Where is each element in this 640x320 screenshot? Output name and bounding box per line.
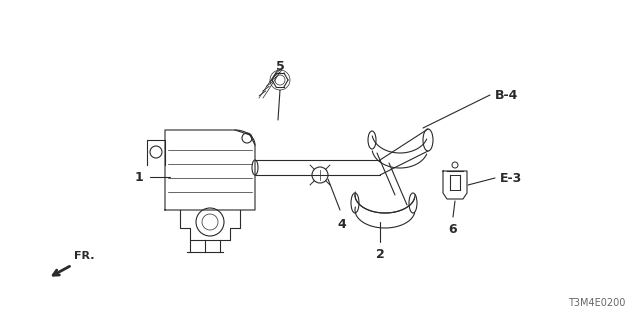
Text: 4: 4 [338, 218, 346, 231]
Text: FR.: FR. [74, 251, 95, 261]
Text: 5: 5 [276, 60, 284, 73]
Text: 2: 2 [376, 248, 385, 261]
Text: E-3: E-3 [500, 172, 522, 185]
Text: B-4: B-4 [495, 89, 518, 101]
Text: 1: 1 [134, 171, 143, 183]
Text: T3M4E0200: T3M4E0200 [568, 298, 625, 308]
Text: 6: 6 [449, 223, 458, 236]
